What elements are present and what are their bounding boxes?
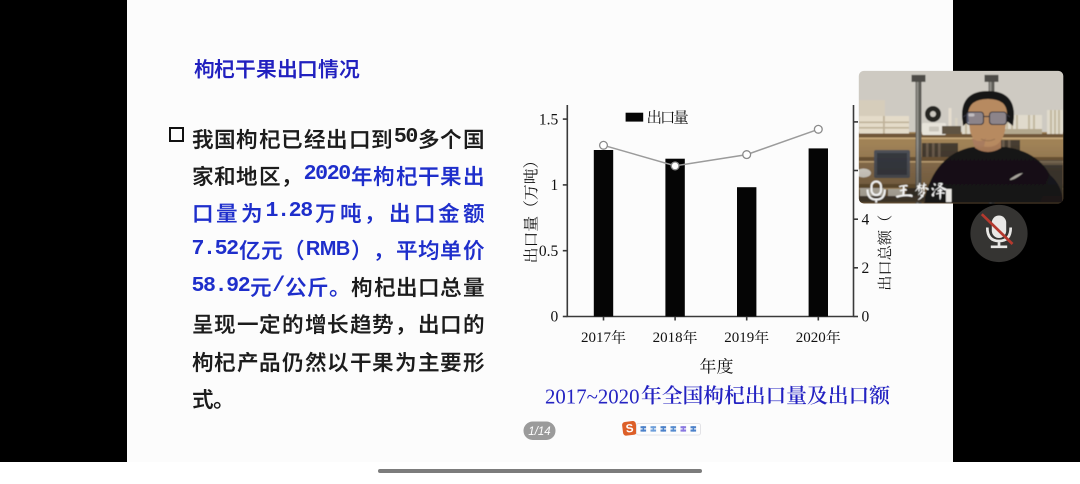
svg-text:2020: 2020 bbox=[796, 330, 826, 346]
svg-text:1: 1 bbox=[550, 177, 558, 194]
svg-text:2019: 2019 bbox=[724, 330, 754, 346]
svg-text:0: 0 bbox=[862, 309, 870, 326]
svg-text:1/14: 1/14 bbox=[528, 426, 550, 438]
svg-text:2017: 2017 bbox=[581, 330, 612, 346]
svg-text:1.5: 1.5 bbox=[539, 111, 559, 128]
svg-text:2018: 2018 bbox=[653, 330, 683, 346]
svg-text:2017~2020: 2017~2020 bbox=[545, 385, 640, 409]
svg-text:4: 4 bbox=[862, 211, 870, 228]
svg-text:S: S bbox=[625, 423, 634, 436]
svg-text:0: 0 bbox=[550, 309, 558, 326]
svg-text:2: 2 bbox=[862, 260, 870, 277]
svg-text:0.5: 0.5 bbox=[539, 243, 559, 260]
